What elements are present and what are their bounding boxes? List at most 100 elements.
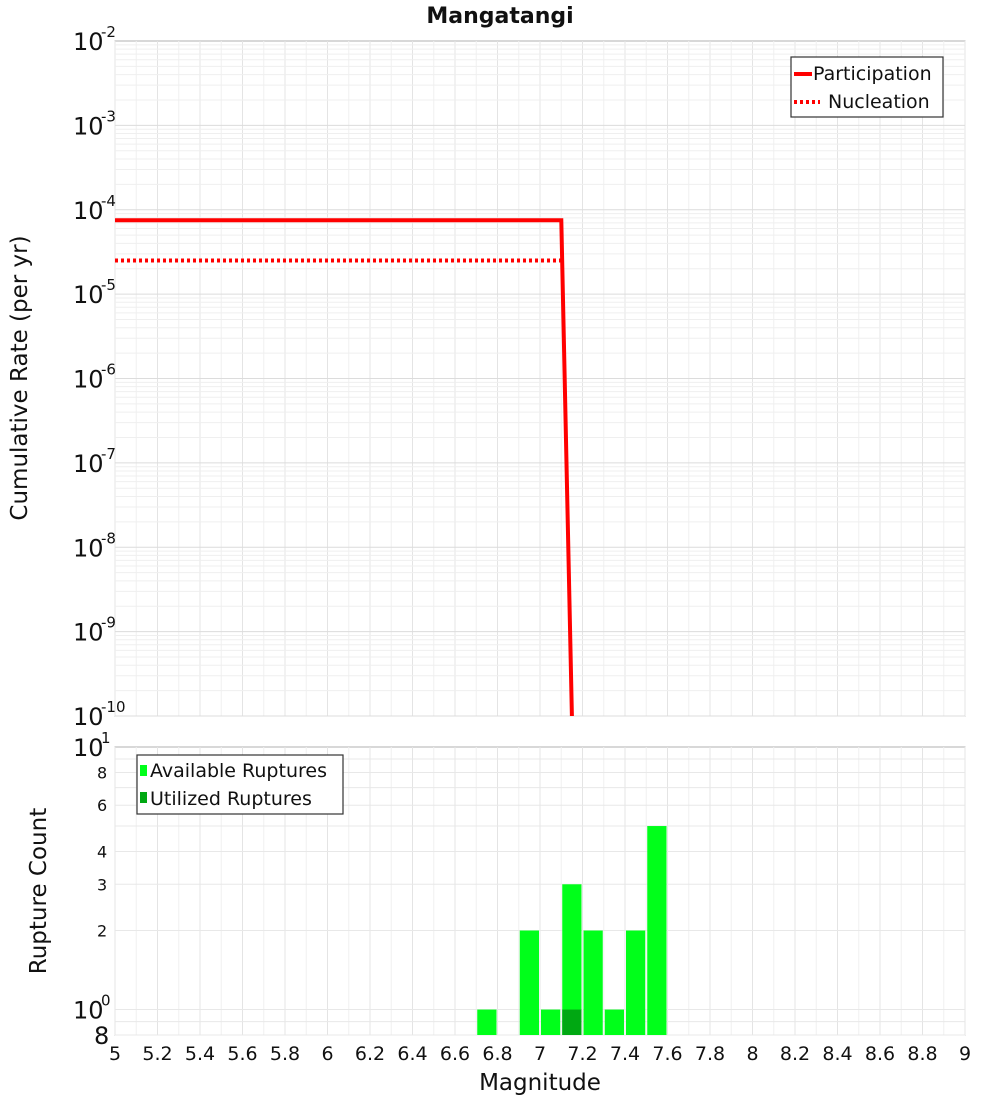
y-tick-label: 6 <box>97 796 107 815</box>
chart-title: Mangatangi <box>426 4 573 29</box>
bar-available-ruptures <box>562 884 582 1035</box>
y-tick-label: 10-7 <box>73 445 116 478</box>
svg-text:10: 10 <box>73 366 104 394</box>
y-tick-label: 8 <box>97 763 107 782</box>
svg-text:10: 10 <box>73 534 104 562</box>
svg-text:-4: -4 <box>101 192 116 210</box>
count-legend: Available Ruptures Utilized Ruptures <box>136 754 344 815</box>
x-tick-label: 7.4 <box>610 1043 640 1065</box>
legend-available-swatch <box>140 765 147 776</box>
svg-text:-10: -10 <box>101 698 126 716</box>
svg-text:10: 10 <box>73 450 104 478</box>
count-y-axis-label: Rupture Count <box>26 808 52 974</box>
bar-available-ruptures <box>477 1009 497 1035</box>
y-tick-label: 10-4 <box>73 192 116 225</box>
y-tick-label: 10-5 <box>73 276 116 309</box>
rate-legend: Participation Nucleation <box>790 56 944 118</box>
legend-participation-label: Participation <box>813 63 932 85</box>
svg-text:8: 8 <box>94 1022 109 1050</box>
bar-available-ruptures <box>583 930 603 1035</box>
x-tick-label: 7.6 <box>652 1043 682 1065</box>
count-grid <box>114 747 966 1036</box>
x-tick-label: 6.2 <box>355 1043 385 1065</box>
legend-nucleation-label: Nucleation <box>828 91 930 113</box>
y-tick-label: 4 <box>97 842 107 861</box>
legend-available-label: Available Ruptures <box>150 760 327 782</box>
svg-text:10: 10 <box>73 112 104 140</box>
x-tick-label: 5.4 <box>185 1043 215 1065</box>
rate-legend-box <box>790 56 944 118</box>
bar-available-ruptures <box>541 1009 561 1035</box>
bar-available-ruptures <box>647 826 667 1035</box>
legend-utilized-label: Utilized Ruptures <box>150 788 312 810</box>
x-tick-label: 8.2 <box>780 1043 810 1065</box>
x-tick-label: 5.8 <box>270 1043 300 1065</box>
y-tick-label: 101 <box>73 729 111 762</box>
svg-text:-2: -2 <box>101 23 116 41</box>
x-tick-label: 8.8 <box>907 1043 937 1065</box>
x-tick-label: 7 <box>534 1043 546 1065</box>
series-participation <box>115 218 574 717</box>
y-tick-label: 10-2 <box>73 23 116 56</box>
y-tick-label: 2 <box>97 922 107 941</box>
x-tick-label: 5.6 <box>227 1043 257 1065</box>
svg-text:10: 10 <box>73 734 104 762</box>
svg-text:2: 2 <box>97 922 107 941</box>
count-x-ticks: 5 5.2 5.4 5.6 5.8 6 6.2 6.4 6.6 6.8 7 7.2 7.4 7.6 7.8 8… <box>109 1043 971 1065</box>
count-x-axis-label: Magnitude <box>479 1070 601 1096</box>
svg-text:-5: -5 <box>101 276 116 294</box>
x-tick-label: 8 <box>746 1043 758 1065</box>
svg-text:6: 6 <box>97 796 107 815</box>
svg-text:-6: -6 <box>101 361 116 379</box>
y-tick-label: 8 <box>94 1022 109 1050</box>
svg-text:10: 10 <box>73 197 104 225</box>
x-tick-label: 6 <box>321 1043 333 1065</box>
y-tick-label: 10-10 <box>73 698 126 731</box>
svg-text:-8: -8 <box>101 529 116 547</box>
svg-text:3: 3 <box>97 875 107 894</box>
count-legend-box <box>136 754 344 815</box>
legend-utilized-swatch <box>140 792 147 803</box>
bar-available-ruptures <box>519 930 539 1035</box>
svg-text:-3: -3 <box>101 107 116 125</box>
y-tick-label: 10-6 <box>73 361 116 394</box>
svg-text:10: 10 <box>73 703 104 731</box>
x-tick-label: 5.2 <box>142 1043 172 1065</box>
bar-available-ruptures <box>626 930 646 1035</box>
svg-text:1: 1 <box>101 729 111 747</box>
x-tick-label: 8.6 <box>865 1043 895 1065</box>
y-tick-label: 10-8 <box>73 529 116 562</box>
svg-text:10: 10 <box>73 28 104 56</box>
svg-text:10: 10 <box>73 281 104 309</box>
x-tick-label: 7.8 <box>695 1043 725 1065</box>
svg-text:8: 8 <box>97 763 107 782</box>
y-tick-label: 3 <box>97 875 107 894</box>
count-bars <box>477 826 667 1035</box>
x-tick-label: 9 <box>959 1043 971 1065</box>
x-tick-label: 8.4 <box>822 1043 852 1065</box>
svg-text:4: 4 <box>97 842 107 861</box>
svg-text:10: 10 <box>73 619 104 647</box>
rate-grid <box>114 41 966 717</box>
bar-utilized-ruptures <box>562 1009 582 1035</box>
svg-text:-7: -7 <box>101 445 116 463</box>
svg-text:10: 10 <box>73 997 104 1025</box>
x-tick-label: 6.8 <box>482 1043 512 1065</box>
bar-available-ruptures <box>604 1009 624 1035</box>
x-tick-label: 6.6 <box>440 1043 470 1065</box>
x-tick-label: 7.2 <box>567 1043 597 1065</box>
y-tick-label: 10-3 <box>73 107 116 140</box>
svg-text:0: 0 <box>101 992 111 1010</box>
y-tick-label: 10-9 <box>73 614 116 647</box>
svg-text:-9: -9 <box>101 614 116 632</box>
y-tick-label: 100 <box>73 992 111 1025</box>
rate-y-axis-label: Cumulative Rate (per yr) <box>7 235 33 520</box>
x-tick-label: 6.4 <box>397 1043 427 1065</box>
x-tick-label: 5 <box>109 1043 121 1065</box>
